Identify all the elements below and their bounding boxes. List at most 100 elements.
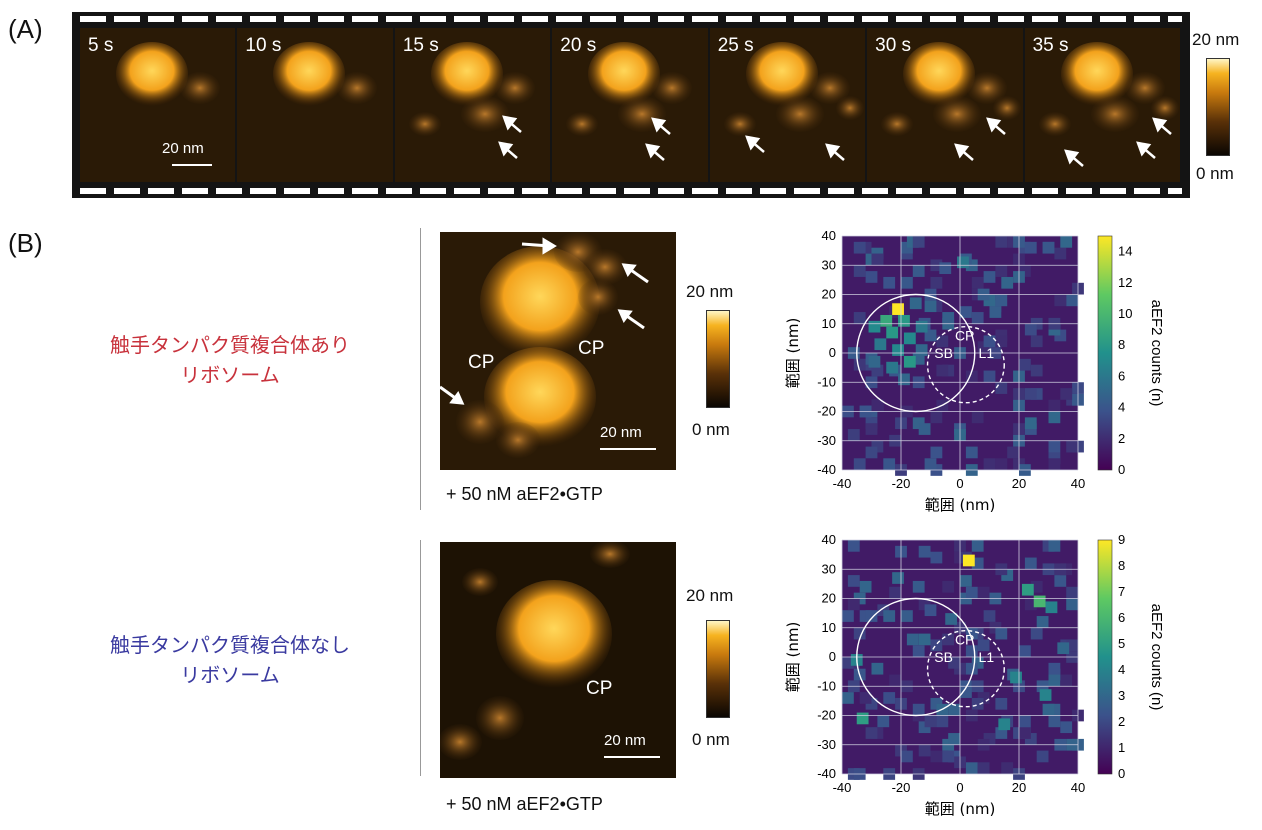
heatmap-cell — [880, 314, 893, 327]
heatmap-cell — [865, 697, 878, 710]
heatmap-cell — [965, 762, 978, 774]
colorbar-tick-label: 0 — [1118, 462, 1125, 477]
row2-scale-bar-label: 20 nm — [604, 732, 646, 749]
heatmap-cell — [1048, 399, 1061, 412]
heatmap-cell — [853, 265, 866, 277]
heatmap-cell — [1001, 762, 1014, 774]
heatmap-cell — [915, 344, 928, 356]
arrow-marker — [1063, 149, 1084, 167]
heatmap-cell — [912, 645, 925, 657]
heatmap-cell — [983, 294, 996, 307]
heatmap-cell — [1066, 639, 1078, 652]
row2-afm-svg — [440, 542, 676, 778]
heatmap-cell — [912, 580, 925, 593]
colorbar-tick-label: 0 — [1118, 766, 1125, 781]
heatmap-cell — [983, 370, 996, 383]
heatmap-cell — [983, 458, 996, 470]
row1-afm-image: CP CP 20 nm — [440, 232, 676, 470]
heatmap-cell — [1057, 642, 1070, 655]
heatmap-cell — [995, 458, 1008, 470]
afm-frame: 20 s — [552, 28, 708, 182]
heatmap-cell — [883, 276, 896, 289]
row2-colorbar-max: 20 nm — [686, 586, 734, 605]
arrow-marker — [645, 143, 666, 161]
panel-a-colorbar — [1206, 58, 1230, 156]
row2-label-line1: 触手タンパク質複合体なし — [110, 633, 350, 657]
heatmap-cell — [930, 750, 943, 763]
arrow-marker — [1135, 141, 1156, 159]
row1-scale-bar-label: 20 nm — [600, 424, 642, 441]
y-tick-label: -10 — [817, 374, 836, 389]
heatmap-cell — [1060, 674, 1073, 687]
colorbar-tick-label: 2 — [1118, 714, 1125, 729]
heatmap-cell — [936, 715, 949, 728]
y-axis-label: 範囲 (nm) — [784, 318, 802, 389]
heatmap-cell — [883, 692, 896, 704]
row1-separator — [420, 228, 421, 510]
afm-frame-svg — [408, 42, 535, 159]
frame-time-label: 10 s — [245, 35, 282, 56]
heatmap-cell — [1021, 583, 1034, 596]
counts-colorbar — [1097, 235, 1113, 471]
heatmap-cell — [1024, 733, 1037, 745]
colorbar-label: aEF2 counts (n) — [1148, 604, 1165, 711]
heatmap-cell — [918, 598, 931, 611]
afm-frame: 25 s — [709, 28, 866, 182]
heatmap-cell — [965, 627, 978, 640]
heatmap-cell — [930, 551, 943, 564]
y-tick-label: -30 — [817, 433, 836, 448]
heatmap-cell — [1030, 627, 1043, 640]
afm-frame-sequence: 5 s 20 nm 10 s 15 s 20 s 25 s 30 s 35 s — [80, 28, 1182, 182]
heatmap-cell — [989, 306, 1002, 318]
heatmap-cell — [903, 332, 916, 345]
heatmap-cell — [847, 598, 860, 611]
x-axis-label: 範囲 (nm) — [925, 800, 996, 818]
heatmap-cell — [1019, 645, 1031, 657]
heatmap-cell — [995, 236, 1008, 248]
frame-time-label: 15 s — [402, 35, 439, 56]
y-tick-label: -20 — [817, 708, 836, 723]
heatmap-cell — [977, 341, 990, 353]
x-axis-label: 範囲 (nm) — [925, 496, 996, 514]
heatmap-cell — [865, 423, 878, 435]
panel-a-colorbar-max: 20 nm — [1192, 30, 1240, 49]
heatmap-cell — [892, 303, 904, 315]
heatmap-cell — [847, 429, 860, 441]
row2-condition-label: 触手タンパク質複合体なし リボソーム — [60, 630, 400, 690]
afm-frame-svg — [273, 42, 378, 106]
region-circle — [856, 293, 976, 413]
heatmap-cell — [924, 300, 937, 313]
heatmap-cell — [930, 300, 943, 313]
heatmap-cell — [995, 727, 1008, 739]
heatmap-cell — [1019, 715, 1031, 728]
y-tick-label: -20 — [817, 404, 836, 419]
heatmap-cell — [1039, 689, 1052, 701]
y-tick-label: 20 — [822, 287, 836, 302]
heatmap-cell — [918, 423, 931, 435]
heatmap-cell — [1042, 241, 1055, 254]
heatmap-cell — [1066, 598, 1078, 611]
afm-frame-svg — [116, 42, 220, 106]
row1-colorbar-min: 0 nm — [692, 420, 730, 439]
heatmap-cell — [998, 718, 1011, 731]
heatmap-cell — [971, 276, 984, 289]
heatmap-cell — [853, 458, 866, 470]
row1-caption: + 50 nM aEF2•GTP — [446, 484, 603, 504]
heatmap-cell — [901, 276, 913, 289]
x-tick-label: 0 — [956, 780, 963, 795]
heatmap-cell — [871, 364, 884, 377]
arrow-marker — [501, 115, 522, 133]
heatmap-cell — [995, 294, 1008, 307]
afm-frame: 10 s — [237, 28, 393, 182]
heatmap-cell — [865, 727, 878, 739]
heatmap-cell — [1007, 446, 1019, 459]
heatmap-cell — [1048, 323, 1061, 336]
heatmap-cell — [924, 604, 937, 617]
y-tick-label: 0 — [829, 345, 836, 360]
heatmap-cell — [1054, 294, 1067, 307]
heatmap-cell — [948, 703, 960, 716]
region-annotation: L1 — [979, 345, 995, 361]
heatmap-cell — [942, 312, 955, 324]
y-tick-label: 10 — [822, 620, 836, 635]
y-tick-label: -40 — [817, 766, 836, 781]
